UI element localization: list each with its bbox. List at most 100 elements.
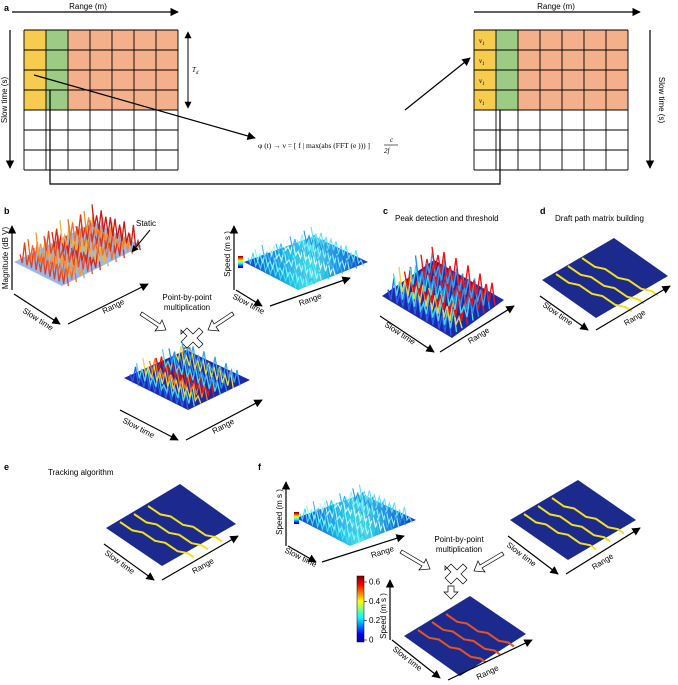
b-hollow-arrow-left <box>139 311 167 332</box>
f-tracking-lines <box>523 497 625 551</box>
surface-ridge <box>310 226 365 267</box>
colorbar-tick-label: 0.2 <box>369 616 381 625</box>
static-arrow <box>131 229 151 253</box>
b-multiply-icon <box>180 327 204 349</box>
surface-ridge <box>91 204 141 251</box>
colorbar-tick-label: 0.6 <box>369 578 381 587</box>
f1-range-arrow <box>321 534 405 563</box>
panel-label-a: a <box>4 3 10 13</box>
f2-range-label: Range <box>590 551 615 571</box>
track-line <box>551 497 625 535</box>
track-line <box>417 629 487 664</box>
f1-range-label: Range <box>370 544 396 560</box>
track-line <box>147 505 223 543</box>
final-result-lines <box>417 613 515 664</box>
b1-range-label: Range <box>101 297 127 316</box>
magnitude-surface-plot <box>14 204 142 287</box>
draft-path-lines <box>555 257 659 313</box>
magnitude-axis-label: Magnitude (dB V) <box>1 227 10 290</box>
v1-cell-label: ν1 <box>479 97 485 107</box>
range-axis-label-left: Range (m) <box>69 2 107 11</box>
surface-ridge <box>174 345 234 389</box>
surface-ridge <box>268 245 323 282</box>
panel-a-left-grid <box>23 29 179 171</box>
surface-ridge <box>409 264 474 321</box>
range-axis-label-right: Range (m) <box>537 2 575 11</box>
mapping-arrow <box>33 74 256 140</box>
speed-axis-label: Speed (m s ) <box>223 231 232 277</box>
surface-ridge <box>275 243 330 280</box>
svg-text:φ (t) → ν = [ f | max(abs (FFT: φ (t) → ν = [ f | max(abs (FFT (e ))) ] <box>258 141 370 150</box>
svg-text:c: c <box>390 136 394 144</box>
b3-range-label: Range <box>211 416 237 435</box>
track-line <box>133 513 209 551</box>
surface-ridge <box>345 491 400 528</box>
c-slow-time-arrow <box>379 315 435 353</box>
surface-ridge <box>261 244 316 285</box>
draft-path-matrix-plot <box>542 238 668 318</box>
track-line <box>537 505 611 543</box>
magnitude-ridges <box>19 204 141 287</box>
c-slow-time-label: Slow time <box>383 320 417 347</box>
b1-range-arrow <box>67 283 149 325</box>
track-line <box>567 265 645 305</box>
b2-range-arrow <box>269 276 351 307</box>
b-multiplication-line2: multiplication <box>164 303 210 312</box>
d-slow-time-arrow <box>539 295 589 331</box>
f-multiplication-line2: multiplication <box>436 545 482 554</box>
e-slow-time-label: Slow time <box>103 548 137 576</box>
peak-ridges <box>387 246 496 336</box>
f-hollow-arrow-right <box>473 551 505 573</box>
speed-colorbar: 0.6 0.4 0.2 0 <box>356 575 381 645</box>
e-range-arrow <box>161 535 239 581</box>
panel-label-e: e <box>4 462 9 472</box>
f2-range-arrow <box>565 527 641 575</box>
track-line <box>119 521 195 559</box>
e-slow-time-arrow <box>103 543 155 581</box>
f-tracking-plot <box>510 480 636 560</box>
surface-ridge <box>289 236 344 274</box>
surface-ridge <box>51 228 101 271</box>
tracking-base <box>106 484 236 566</box>
f-multiplication-line1: Point-by-point <box>434 535 484 544</box>
panel-a-right-grid: ν1 ν1 ν1 ν1 <box>473 29 629 171</box>
surface-ridge <box>431 246 496 306</box>
b-multiplication-line1: Point-by-point <box>162 293 212 302</box>
surface-ridge <box>181 341 241 386</box>
panel-label-f: f <box>258 462 262 472</box>
surface-ridge <box>358 484 413 523</box>
track-line <box>445 613 515 648</box>
surface-ridge <box>247 252 302 290</box>
track-line <box>431 621 501 656</box>
surface-ridge <box>414 255 480 317</box>
final-result-base <box>404 596 526 676</box>
result-arrow <box>404 57 471 111</box>
final-range-arrow <box>447 639 533 681</box>
f-down-arrow <box>443 585 459 600</box>
surface-ridge <box>392 273 458 333</box>
e-range-label: Range <box>191 556 216 576</box>
f1-slow-time-label: Slow time <box>283 546 319 570</box>
c-range-arrow <box>439 305 515 353</box>
b2-range-label: Range <box>298 291 324 308</box>
speed-ridges <box>247 226 365 290</box>
colorbar-tick-label: 0 <box>369 636 374 645</box>
tracking-lines <box>119 505 223 559</box>
td-label: Td <box>192 66 199 76</box>
peak-detection-plot <box>382 246 504 338</box>
draft-matrix-base <box>542 238 668 318</box>
tracking-plot <box>106 484 236 566</box>
colorbar-gradient <box>356 575 365 643</box>
colorbar-tick-label: 0.4 <box>369 597 381 606</box>
v1-cell-label: ν1 <box>479 37 485 47</box>
b3-slow-time-arrow <box>119 409 179 441</box>
b3-range-arrow <box>185 399 263 441</box>
surface-ridge <box>129 366 189 410</box>
final-speed-axis-label: Speed (m s ) <box>379 593 388 639</box>
f-hollow-arrow-left <box>399 549 431 571</box>
track-line <box>555 273 633 313</box>
v1-cell-labels: ν1 ν1 ν1 ν1 <box>479 37 485 107</box>
f-speed-surface-plot <box>294 484 416 546</box>
f2-slow-time-arrow <box>507 535 559 575</box>
